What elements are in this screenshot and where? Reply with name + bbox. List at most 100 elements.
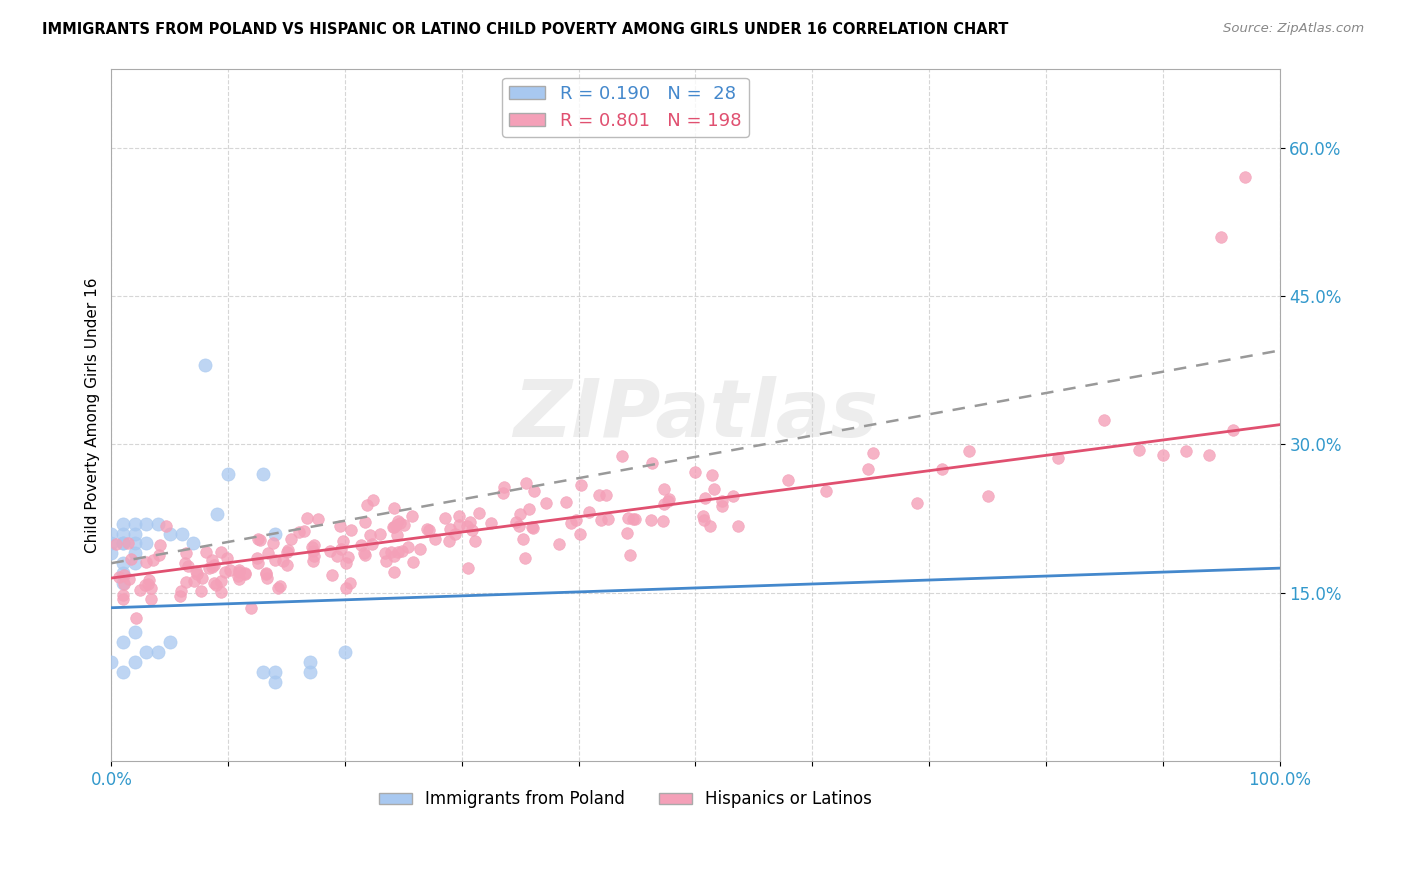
Point <box>617 511 640 525</box>
Point <box>382 520 405 534</box>
Point <box>340 523 363 537</box>
Point <box>202 576 225 591</box>
Point <box>652 482 675 496</box>
Point <box>112 577 135 591</box>
Point <box>181 536 204 550</box>
Point <box>710 493 733 508</box>
Point <box>858 462 880 476</box>
Point <box>382 501 405 516</box>
Point <box>457 561 479 575</box>
Point <box>569 477 592 491</box>
Point <box>339 575 361 590</box>
Point <box>517 501 540 516</box>
Point <box>280 532 302 546</box>
Point <box>112 536 135 550</box>
Point <box>439 522 461 536</box>
Point <box>693 513 716 527</box>
Point <box>209 584 232 599</box>
Point <box>184 564 207 578</box>
Point <box>862 446 884 460</box>
Point <box>560 516 582 530</box>
Point <box>523 484 546 499</box>
Point <box>512 533 534 547</box>
Point <box>112 566 135 580</box>
Point <box>505 515 527 529</box>
Point <box>146 516 169 531</box>
Point <box>401 509 423 524</box>
Point <box>1092 413 1115 427</box>
Point <box>508 518 530 533</box>
Point <box>595 488 617 502</box>
Point <box>361 492 384 507</box>
Point <box>141 581 163 595</box>
Point <box>479 516 502 531</box>
Point <box>155 519 177 533</box>
Point <box>652 515 675 529</box>
Point <box>112 516 135 531</box>
Point <box>356 498 378 512</box>
Point <box>589 512 612 526</box>
Point <box>195 545 218 559</box>
Point <box>191 571 214 585</box>
Point <box>190 583 212 598</box>
Point <box>264 674 287 689</box>
Point <box>700 467 723 482</box>
Point <box>368 526 391 541</box>
Point <box>263 553 285 567</box>
Point <box>389 516 412 531</box>
Point <box>396 540 419 554</box>
Point <box>246 551 269 566</box>
Point <box>578 505 600 519</box>
Point <box>273 554 295 568</box>
Point <box>555 494 578 508</box>
Point <box>228 572 250 586</box>
Point <box>194 359 217 373</box>
Point <box>382 566 405 580</box>
Point <box>264 665 287 679</box>
Point <box>277 543 299 558</box>
Point <box>174 546 197 560</box>
Point <box>301 554 323 568</box>
Point <box>534 496 557 510</box>
Point <box>139 591 162 606</box>
Point <box>118 572 141 586</box>
Point <box>336 549 359 564</box>
Point <box>515 551 537 566</box>
Point <box>201 553 224 567</box>
Point <box>159 635 181 649</box>
Point <box>124 546 146 560</box>
Point <box>1152 449 1174 463</box>
Point <box>136 577 159 591</box>
Point <box>449 518 471 533</box>
Point <box>112 568 135 582</box>
Point <box>464 533 486 548</box>
Point <box>112 526 135 541</box>
Point <box>256 545 278 559</box>
Point <box>335 556 357 570</box>
Point <box>385 517 408 532</box>
Point <box>254 566 277 581</box>
Point <box>217 467 239 482</box>
Point <box>159 526 181 541</box>
Point <box>100 655 122 669</box>
Point <box>703 483 725 497</box>
Point <box>957 443 980 458</box>
Point <box>205 507 228 521</box>
Point <box>201 560 224 574</box>
Point <box>353 546 375 560</box>
Point <box>276 545 298 559</box>
Point <box>215 551 238 566</box>
Point <box>640 513 662 527</box>
Text: IMMIGRANTS FROM POLAND VS HISPANIC OR LATINO CHILD POVERTY AMONG GIRLS UNDER 16 : IMMIGRANTS FROM POLAND VS HISPANIC OR LA… <box>42 22 1008 37</box>
Point <box>307 512 329 526</box>
Point <box>547 537 569 551</box>
Point <box>112 588 135 602</box>
Point <box>699 519 721 533</box>
Point <box>124 526 146 541</box>
Point <box>360 537 382 551</box>
Point <box>815 483 838 498</box>
Point <box>391 544 413 558</box>
Point <box>197 561 219 575</box>
Point <box>621 512 644 526</box>
Point <box>252 665 274 679</box>
